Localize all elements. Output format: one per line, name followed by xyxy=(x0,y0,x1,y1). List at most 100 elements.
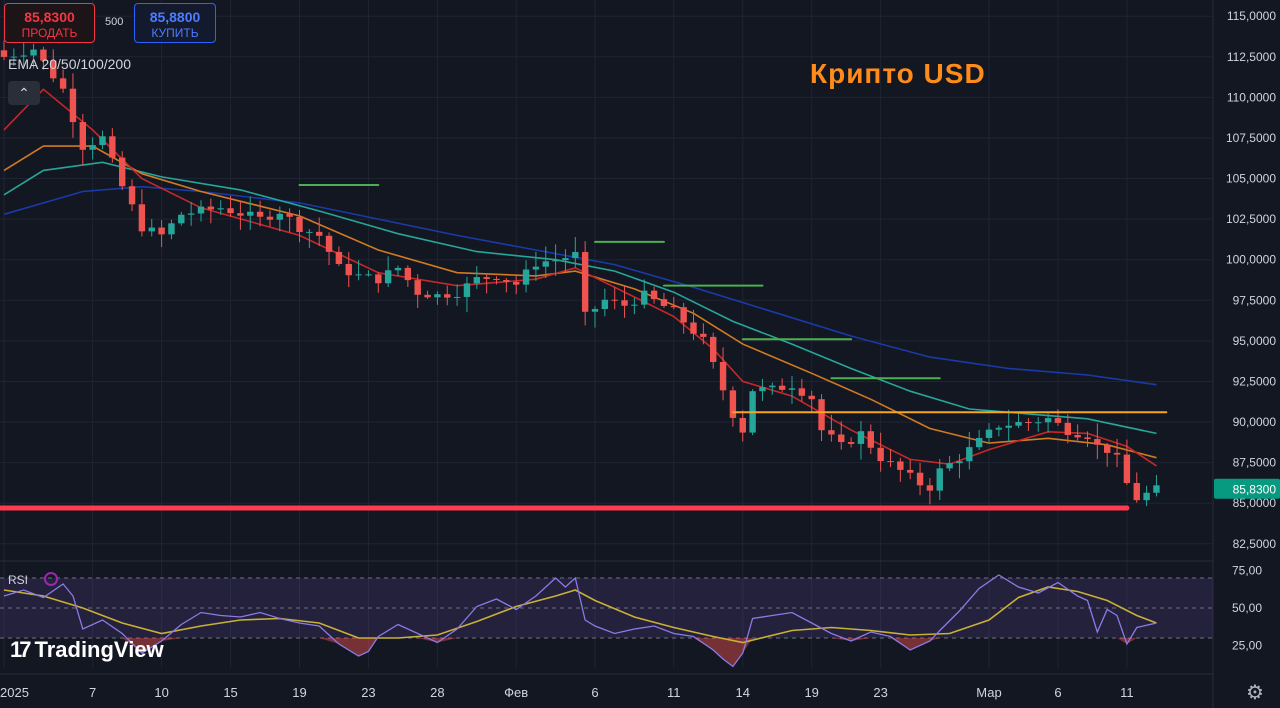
price-tick-label: 90,0000 xyxy=(1233,415,1277,429)
candle-body xyxy=(522,269,530,285)
time-tick-label: 15 xyxy=(223,685,237,700)
candle-body xyxy=(493,278,500,281)
candle-body xyxy=(936,468,943,491)
candle-body xyxy=(1104,444,1111,453)
candle-body xyxy=(99,136,106,146)
candle-body xyxy=(887,461,894,463)
candle-body xyxy=(217,208,224,210)
candle-body xyxy=(769,385,776,388)
candle-body xyxy=(59,78,67,89)
candle-body xyxy=(424,294,431,298)
candle-body xyxy=(227,208,234,214)
candle-body xyxy=(966,447,973,462)
tradingview-logo[interactable]: 17 TradingView xyxy=(10,637,164,663)
price-tick-label: 100,0000 xyxy=(1226,253,1276,267)
candle-body xyxy=(828,430,835,435)
candle-body xyxy=(109,136,116,158)
candle-body xyxy=(759,387,766,392)
candle-body xyxy=(838,434,845,443)
candle-body xyxy=(650,290,658,300)
rsi-legend[interactable]: RSI xyxy=(8,573,29,587)
rsi-line xyxy=(3,574,1157,668)
price-tick-label: 87,5000 xyxy=(1233,456,1277,470)
candle-body xyxy=(907,469,914,473)
candle-body xyxy=(542,261,549,267)
candle-body xyxy=(572,252,579,259)
candle-body xyxy=(818,399,825,431)
sell-price: 85,8300 xyxy=(24,9,75,25)
rsi-ma-line xyxy=(3,586,1157,644)
candle-body xyxy=(414,280,421,295)
candle-body xyxy=(975,437,983,448)
candle-body xyxy=(50,60,57,79)
candle-body xyxy=(187,213,195,215)
indicator-legend[interactable]: EMA 20/50/100/200 xyxy=(8,56,131,72)
ema20-line xyxy=(3,88,1157,467)
rsi-tick-label: 75,00 xyxy=(1232,564,1262,578)
candle-body xyxy=(1005,425,1012,428)
time-tick-label: 7 xyxy=(89,685,96,700)
candle-body xyxy=(1133,483,1140,501)
time-tick-label: 19 xyxy=(804,685,818,700)
collapse-legend-button[interactable]: ⌃ xyxy=(8,81,40,105)
candle-body xyxy=(581,252,589,312)
candle-body xyxy=(680,307,687,323)
candle-body xyxy=(985,429,993,438)
price-tick-label: 112,5000 xyxy=(1227,50,1276,64)
candle-body xyxy=(1094,439,1101,445)
candle-body xyxy=(562,258,569,261)
rsi-tick-label: 25,00 xyxy=(1232,639,1262,653)
time-tick-label: 23 xyxy=(873,685,887,700)
quantity-value[interactable]: 500 xyxy=(105,16,124,28)
price-tick-label: 95,0000 xyxy=(1233,334,1277,348)
candle-body xyxy=(473,277,480,284)
candle-body xyxy=(1084,437,1091,440)
candle-body xyxy=(119,157,126,187)
candle-body xyxy=(276,213,283,220)
candle-body xyxy=(1015,421,1022,426)
candle-body xyxy=(335,251,343,264)
candle-body xyxy=(158,227,165,235)
candle-body xyxy=(128,186,136,205)
buy-button[interactable]: 85,8800 КУПИТЬ xyxy=(134,3,216,43)
price-tick-label: 92,5000 xyxy=(1233,374,1277,388)
candle-body xyxy=(483,277,490,279)
candle-body xyxy=(857,431,865,444)
candle-body xyxy=(394,267,402,271)
candle-body xyxy=(798,388,806,396)
candle-body xyxy=(266,216,274,220)
candle-body xyxy=(384,270,392,284)
candle-body xyxy=(306,231,313,233)
candle-body xyxy=(296,216,303,233)
buy-price: 85,8800 xyxy=(149,9,201,25)
candle-body xyxy=(1143,492,1150,501)
candle-body xyxy=(926,485,934,491)
candle-body xyxy=(621,300,628,306)
price-tick-label: 82,5000 xyxy=(1233,537,1277,551)
candle-body xyxy=(788,388,796,390)
candle-body xyxy=(946,463,953,469)
candle-body xyxy=(1153,485,1160,493)
candle-body xyxy=(138,204,146,232)
time-tick-label: 28 xyxy=(430,685,444,700)
sell-button[interactable]: 85,8300 ПРОДАТЬ xyxy=(4,3,95,43)
candle-body xyxy=(552,260,559,262)
candle-body xyxy=(956,461,963,464)
candle-body xyxy=(178,214,185,224)
candle-body xyxy=(1054,418,1062,423)
candle-body xyxy=(40,49,47,61)
candle-body xyxy=(710,336,717,363)
candle-body xyxy=(30,49,37,56)
candle-body xyxy=(69,88,77,123)
candle-body xyxy=(20,55,27,57)
gear-icon[interactable]: ⚙ xyxy=(1246,682,1264,704)
last-price-badge xyxy=(1214,478,1280,499)
candle-body xyxy=(897,461,904,470)
rsi-settings-icon[interactable] xyxy=(44,572,58,586)
candle-body xyxy=(601,299,609,309)
candle-body xyxy=(1035,422,1042,424)
candle-body xyxy=(256,211,264,217)
candle-body xyxy=(237,213,244,216)
candle-body xyxy=(877,447,884,462)
